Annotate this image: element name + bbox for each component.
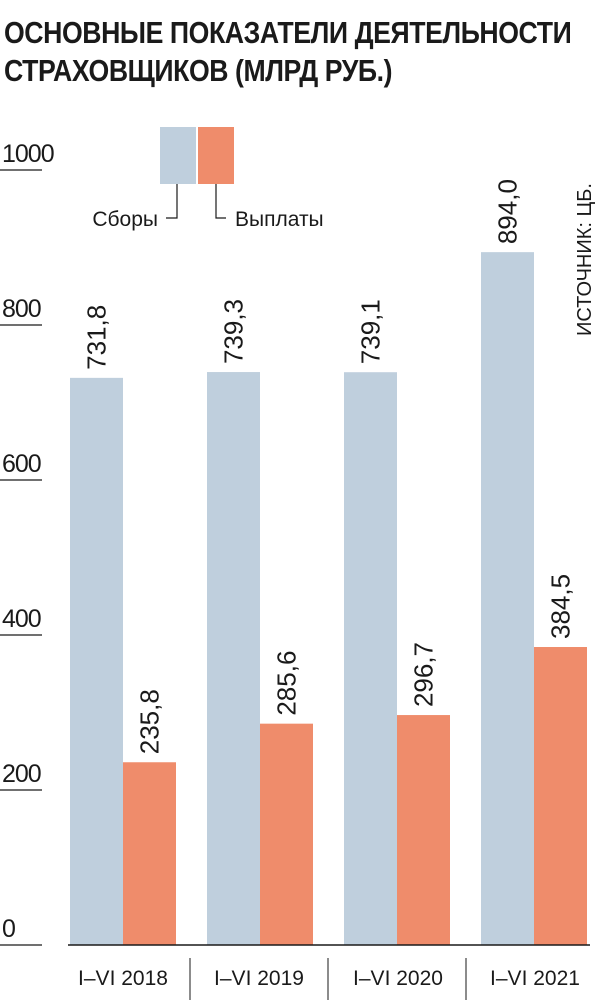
x-tick-label: I–VI 2020 xyxy=(353,967,443,990)
bar-collections xyxy=(344,372,397,945)
y-tick-label: 1000 xyxy=(2,140,54,168)
chart-title-line-1: ОСНОВНЫЕ ПОКАЗАТЕЛИ ДЕЯТЕЛЬНОСТИ xyxy=(4,15,572,50)
y-tick-label: 400 xyxy=(2,605,41,633)
x-tick-label: I–VI 2018 xyxy=(78,967,168,990)
data-label: 739,1 xyxy=(356,299,386,364)
data-label: 731,8 xyxy=(82,305,112,370)
data-label: 894,0 xyxy=(493,179,523,244)
chart-title: ОСНОВНЫЕ ПОКАЗАТЕЛИ ДЕЯТЕЛЬНОСТИ СТРАХОВ… xyxy=(4,14,572,90)
legend-connector xyxy=(215,184,226,219)
y-tick-label: 0 xyxy=(2,915,15,943)
data-label: 296,7 xyxy=(409,642,439,707)
y-tick-label: 200 xyxy=(2,760,41,788)
y-tick-label: 600 xyxy=(2,450,41,478)
bar-payments xyxy=(260,723,313,945)
legend-label: Выплаты xyxy=(235,208,324,231)
y-tick-label: 800 xyxy=(2,295,41,323)
x-tick-label: I–VI 2019 xyxy=(214,967,304,990)
legend-label: Сборы xyxy=(92,208,158,231)
legend-swatch-payments xyxy=(198,127,234,184)
x-tick-label: I–VI 2021 xyxy=(490,967,580,990)
bar-collections xyxy=(70,377,123,946)
chart-title-line-2: СТРАХОВЩИКОВ (МЛРД РУБ.) xyxy=(4,53,393,88)
source-note: ИСТОЧНИК: ЦБ. xyxy=(574,183,596,336)
legend-connector xyxy=(166,184,178,219)
data-label: 739,3 xyxy=(219,299,249,364)
data-label: 285,6 xyxy=(272,651,302,716)
legend-swatch-collections xyxy=(160,127,196,184)
bar-payments xyxy=(397,715,450,945)
data-label: 384,5 xyxy=(546,574,576,639)
data-label: 235,8 xyxy=(135,689,165,754)
bar-payments xyxy=(123,762,176,945)
bar-collections xyxy=(207,372,260,946)
bar-payments xyxy=(534,647,587,945)
bar-collections xyxy=(481,252,534,945)
